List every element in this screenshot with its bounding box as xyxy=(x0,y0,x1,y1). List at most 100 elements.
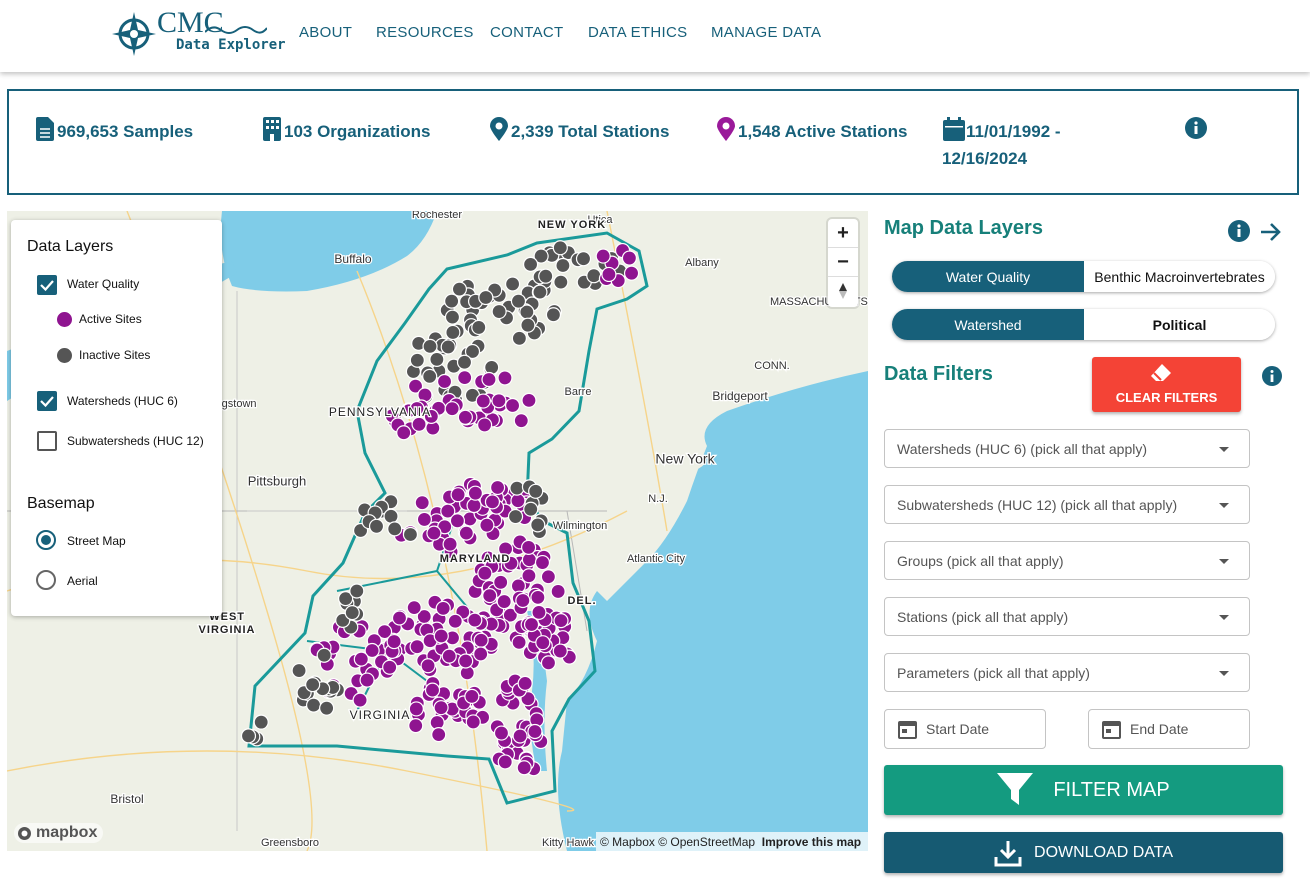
site-marker xyxy=(497,754,513,770)
site-marker xyxy=(440,503,456,519)
place-label: VIRGINIA xyxy=(199,624,256,636)
site-marker xyxy=(382,659,398,675)
calendar-icon xyxy=(943,117,965,141)
site-marker xyxy=(409,400,425,417)
site-marker xyxy=(515,592,531,609)
site-marker xyxy=(621,250,638,266)
site-marker xyxy=(504,276,521,292)
site-marker xyxy=(433,628,449,644)
place-label: Rochester xyxy=(412,211,462,221)
site-marker xyxy=(414,495,430,511)
site-marker xyxy=(450,487,466,503)
improve-link[interactable]: Improve this map xyxy=(761,835,862,849)
info-icon[interactable] xyxy=(1185,117,1207,139)
nav-link[interactable]: ABOUT xyxy=(299,24,353,41)
place-label: Buffalo xyxy=(334,252,371,266)
toggle-option[interactable]: Political xyxy=(1084,309,1275,340)
place-label: NEW YORK xyxy=(538,219,606,231)
collapse-arrow[interactable] xyxy=(1259,221,1283,243)
select[interactable]: Subwatersheds (HUC 12) (pick all that ap… xyxy=(884,485,1250,524)
select[interactable]: Watersheds (HUC 6) (pick all that apply) xyxy=(884,429,1250,468)
site-marker xyxy=(409,352,425,368)
toggle-option[interactable]: Watershed xyxy=(892,309,1084,340)
site-marker xyxy=(442,536,458,552)
site-marker xyxy=(444,401,460,417)
nav-link[interactable]: MANAGE DATA xyxy=(711,24,822,41)
toggle-option[interactable]: Benthic Macroinvertebrates xyxy=(1084,261,1275,292)
site-marker xyxy=(527,723,543,740)
site-marker xyxy=(477,417,493,433)
site-marker xyxy=(424,682,441,698)
site-marker xyxy=(555,257,571,274)
download-button[interactable]: DOWNLOAD DATA xyxy=(884,832,1283,873)
site-marker xyxy=(586,268,602,284)
place-label: N.J. xyxy=(648,493,668,505)
nav-link[interactable]: RESOURCES xyxy=(376,24,474,41)
checkbox[interactable] xyxy=(37,391,57,411)
legend-title: Data Layers xyxy=(27,238,114,255)
site-marker xyxy=(465,714,481,730)
site-marker xyxy=(513,413,529,429)
select[interactable]: Parameters (pick all that apply) xyxy=(884,653,1250,692)
site-marker xyxy=(407,378,424,394)
site-marker xyxy=(623,265,640,281)
site-marker xyxy=(540,655,557,671)
site-marker xyxy=(426,525,442,541)
mapbox-logo[interactable]: mapbox xyxy=(14,823,104,843)
filter-map-button[interactable]: FILTER MAP xyxy=(884,765,1283,815)
compass[interactable] xyxy=(828,277,858,306)
logo-icon xyxy=(112,12,156,56)
filters-title: Data Filters xyxy=(884,363,993,385)
select[interactable]: Groups (pick all that apply) xyxy=(884,541,1250,580)
select[interactable]: Stations (pick all that apply) xyxy=(884,597,1250,636)
site-marker xyxy=(520,317,536,333)
layer-label: Water Quality xyxy=(67,277,140,291)
radio[interactable] xyxy=(36,530,56,550)
date-input[interactable]: Start Date xyxy=(884,709,1046,749)
calendar-icon xyxy=(1102,721,1121,739)
place-label: VIRGINIA xyxy=(350,708,411,722)
download-icon xyxy=(994,840,1022,866)
site-marker xyxy=(383,508,399,524)
zoom-controls: + − xyxy=(828,219,858,307)
zoom-out[interactable]: − xyxy=(828,248,858,277)
site-marker xyxy=(493,725,510,741)
site-marker xyxy=(391,610,408,626)
logo-title: CMC xyxy=(157,6,224,39)
map[interactable]: Rochester Utica Buffalo Albany MASSACHUSETTS… xyxy=(7,211,868,851)
site-marker xyxy=(406,600,422,616)
site-marker xyxy=(552,240,568,256)
nav-link[interactable]: CONTACT xyxy=(490,24,564,41)
logo-subtitle: Data Explorer xyxy=(176,37,286,53)
site-marker xyxy=(532,284,548,300)
site-marker xyxy=(510,493,526,509)
checkbox[interactable] xyxy=(37,275,57,295)
site-marker xyxy=(316,647,332,663)
toggle-option[interactable]: Water Quality xyxy=(892,261,1084,292)
active-swatch xyxy=(57,312,72,327)
site-marker xyxy=(507,508,524,525)
info-icon[interactable] xyxy=(1227,219,1251,243)
zoom-in[interactable]: + xyxy=(828,219,858,248)
radio[interactable] xyxy=(36,570,56,590)
site-marker xyxy=(449,513,466,529)
site-marker xyxy=(416,511,432,528)
site-marker xyxy=(540,569,557,585)
site-marker xyxy=(445,324,461,341)
site-marker xyxy=(493,574,509,590)
checkbox[interactable] xyxy=(37,431,57,451)
site-marker xyxy=(291,662,307,679)
site-marker xyxy=(422,368,438,384)
attribution: © Mapbox © OpenStreetMap Improve this ma… xyxy=(596,832,868,851)
nav-link[interactable]: DATA ETHICS xyxy=(588,24,688,41)
site-marker xyxy=(408,718,424,734)
site-marker xyxy=(497,370,513,386)
date-input[interactable]: End Date xyxy=(1088,709,1250,749)
basemap-label: Street Map xyxy=(67,534,126,548)
inactive-swatch xyxy=(57,348,72,363)
site-marker xyxy=(423,408,439,424)
clear-filters-button[interactable]: CLEAR FILTERS xyxy=(1092,357,1241,412)
attribution-text[interactable]: © Mapbox © OpenStreetMap xyxy=(600,835,756,849)
info-icon[interactable] xyxy=(1261,365,1283,387)
